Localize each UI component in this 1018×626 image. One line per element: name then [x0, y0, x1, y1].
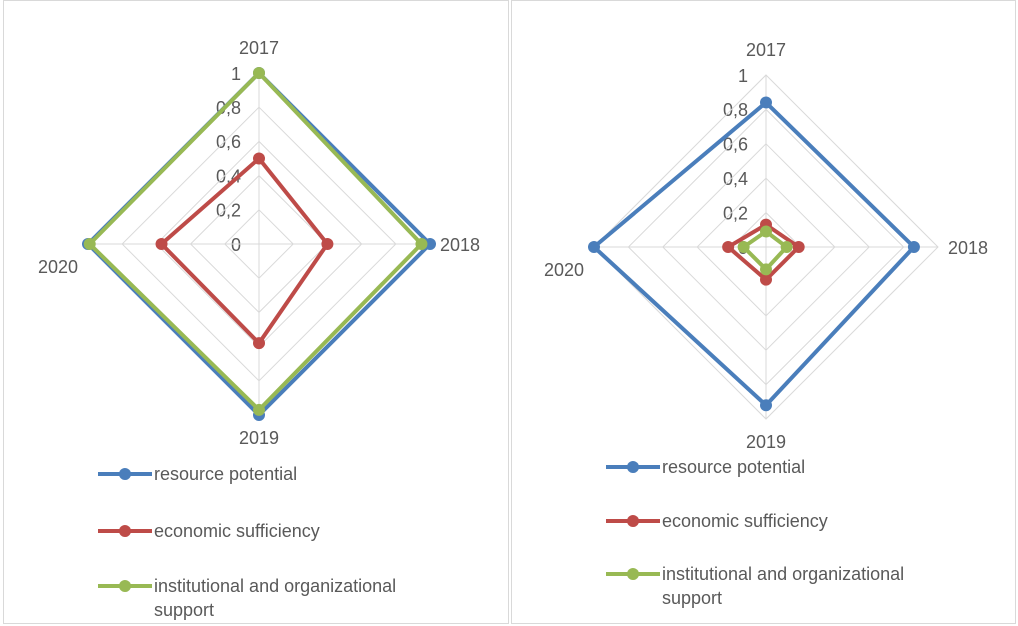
legend-marker — [119, 580, 131, 592]
category-label: 2019 — [746, 432, 786, 451]
category-label: 2019 — [239, 428, 279, 448]
y-tick-label: 0,8 — [723, 100, 748, 120]
marker — [321, 238, 334, 250]
legend-label: economic sufficiency — [662, 511, 828, 531]
marker — [907, 241, 920, 253]
legend-item: institutional and organizational support — [604, 562, 984, 610]
category-label: 2020 — [38, 257, 78, 277]
marker — [253, 337, 265, 350]
legend-swatch — [98, 525, 152, 537]
legend-item: economic sufficiency — [604, 509, 984, 533]
category-label: 2020 — [544, 260, 584, 280]
marker — [760, 225, 772, 238]
legend-swatch — [606, 515, 660, 527]
legend-swatch — [98, 580, 152, 592]
marker — [760, 96, 772, 109]
marker — [760, 263, 772, 276]
legend-item: economic sufficiency — [96, 519, 476, 543]
category-label: 2017 — [239, 38, 279, 58]
legend-item: institutional and organizational support — [96, 574, 476, 622]
marker — [588, 241, 600, 253]
legend-marker — [119, 468, 131, 480]
marker — [780, 241, 793, 253]
marker — [253, 67, 265, 79]
marker — [792, 241, 805, 253]
y-tick-label: 0,4 — [723, 169, 748, 189]
legend-label: resource potential — [662, 457, 806, 477]
y-tick-label: 0 — [231, 235, 241, 255]
legend-marker — [627, 515, 639, 527]
y-tick-label: 1 — [738, 66, 748, 86]
legend-swatch — [606, 568, 660, 580]
legend-marker — [627, 568, 639, 580]
y-tick-label: 1 — [231, 64, 241, 84]
marker — [155, 238, 168, 250]
legend-item: resource potential — [96, 462, 476, 486]
series-line — [87, 71, 424, 412]
category-label: 2018 — [440, 235, 480, 255]
marker — [737, 241, 750, 253]
legend-item: resource potential — [604, 455, 984, 479]
series-line — [592, 100, 916, 408]
marker — [253, 403, 265, 416]
y-tick-label: 0,2 — [216, 201, 241, 221]
marker — [424, 238, 436, 250]
series-line — [159, 156, 330, 346]
legend-marker — [627, 461, 639, 473]
marker — [760, 399, 772, 412]
legend-swatch — [98, 468, 152, 480]
y-tick-label: 0,2 — [723, 203, 748, 223]
legend-label: institutional and organizational support — [662, 564, 905, 608]
marker — [253, 152, 265, 165]
legend-label: economic sufficiency — [154, 521, 320, 541]
legend-marker — [119, 525, 131, 537]
marker — [415, 238, 428, 250]
marker — [760, 273, 772, 286]
category-label: 2018 — [948, 238, 988, 258]
marker — [83, 238, 96, 250]
legend-swatch — [606, 461, 660, 473]
category-label: 2017 — [746, 40, 786, 60]
y-tick-label: 0,6 — [216, 132, 241, 152]
marker — [722, 241, 735, 253]
legend-label: institutional and organizational support — [154, 576, 397, 620]
y-tick-label: 0,6 — [723, 135, 748, 155]
legend-label: resource potential — [154, 464, 298, 484]
